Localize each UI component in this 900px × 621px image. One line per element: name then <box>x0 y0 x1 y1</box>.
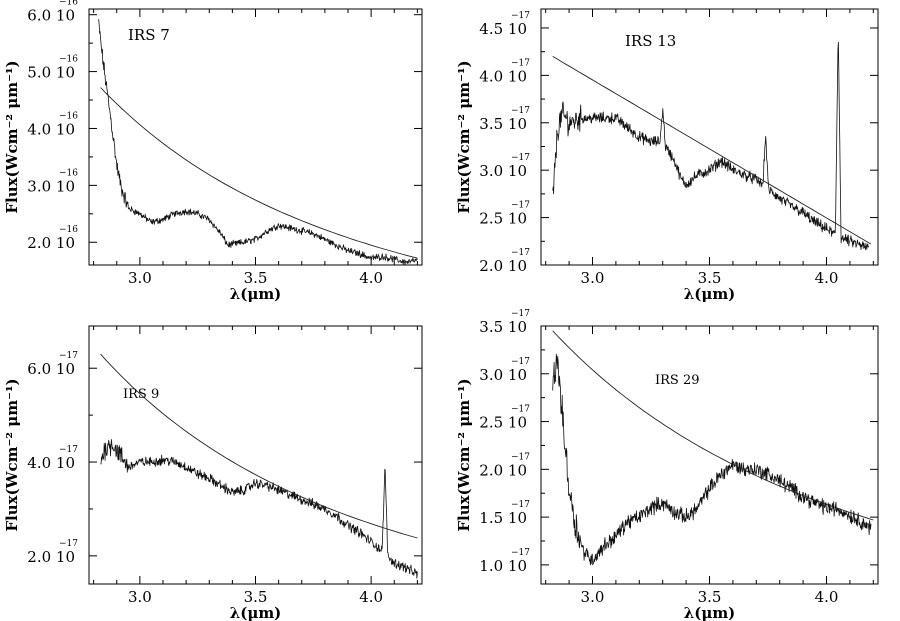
panel-irs29: IRS 29 3.0 3.5 4.01.0 10−171.5 10−172.0 10… <box>455 309 879 621</box>
x-axis-label: λ(μm) <box>684 604 736 621</box>
continuum-curve <box>100 353 418 539</box>
x-tick-label: 4.0 <box>815 269 839 287</box>
x-axis-label: λ(μm) <box>684 285 736 303</box>
y-tick-label: 4.5 10 <box>479 20 527 38</box>
y-tick-exponent: −16 <box>59 55 78 65</box>
panel-title: IRS 7 <box>128 26 170 44</box>
panel-irs13: IRS 13 3.0 3.5 4.02.0 10−172.5 10−173.0 10… <box>455 8 879 303</box>
x-axis-label: λ(μm) <box>230 604 282 621</box>
y-tick-exponent: −17 <box>511 248 530 258</box>
y-tick-exponent: −17 <box>511 11 530 21</box>
y-tick-exponent: −17 <box>511 452 530 462</box>
y-tick-exponent: −17 <box>511 405 530 415</box>
panel-irs9: IRS 9 3.0 3.5 4.02.0 10−174.0 10−176.0 10−… <box>3 325 423 621</box>
plot-frame <box>540 325 879 585</box>
y-tick-exponent: −17 <box>511 500 530 510</box>
x-tick-label: 3.0 <box>581 588 605 606</box>
y-tick-exponent: −16 <box>59 111 78 121</box>
y-tick-label: 2.0 10 <box>27 548 75 566</box>
x-axis-label: λ(μm) <box>230 285 282 303</box>
y-tick-label: 1.5 10 <box>479 509 527 527</box>
y-tick-label: 3.5 10 <box>479 318 527 336</box>
y-tick-label: 3.5 10 <box>479 115 527 133</box>
continuum-curve <box>100 87 418 259</box>
y-tick-exponent: −16 <box>59 168 78 178</box>
y-tick-label: 3.0 10 <box>479 366 527 384</box>
x-tick-label: 3.5 <box>698 588 722 606</box>
y-tick-exponent: −17 <box>511 357 530 367</box>
y-tick-exponent: −17 <box>59 351 78 361</box>
y-axis-label: Flux(Wcm⁻² μm⁻¹) <box>3 378 21 531</box>
y-tick-exponent: −16 <box>59 225 78 235</box>
plot-frame <box>88 8 423 266</box>
y-tick-exponent: −17 <box>511 153 530 163</box>
y-tick-exponent: −16 <box>59 0 78 8</box>
plot-frame <box>88 325 423 585</box>
x-tick-label: 3.0 <box>128 269 152 287</box>
y-tick-label: 1.0 10 <box>479 557 527 575</box>
y-tick-label: 3.0 10 <box>27 177 75 195</box>
x-tick-label: 4.0 <box>359 269 383 287</box>
y-tick-exponent: −17 <box>511 548 530 558</box>
x-tick-label: 3.5 <box>244 269 268 287</box>
panel-irs7: IRS 7 3.0 3.5 4.02.0 10−163.0 10−164.0 10−… <box>3 0 423 303</box>
y-tick-exponent: −17 <box>59 539 78 549</box>
y-tick-label: 2.0 10 <box>27 234 75 252</box>
y-tick-exponent: −17 <box>511 309 530 319</box>
y-tick-label: 2.5 10 <box>479 414 527 432</box>
x-tick-label: 4.0 <box>815 588 839 606</box>
y-tick-label: 4.0 10 <box>479 67 527 85</box>
spectrum-line <box>552 41 869 251</box>
x-tick-label: 3.5 <box>698 269 722 287</box>
y-axis-label: Flux(Wcm⁻² μm⁻¹) <box>455 60 473 213</box>
y-tick-label: 4.0 10 <box>27 454 75 472</box>
y-tick-exponent: −17 <box>511 58 530 68</box>
y-tick-label: 5.0 10 <box>27 64 75 82</box>
x-tick-label: 3.5 <box>244 588 268 606</box>
y-tick-exponent: −17 <box>59 445 78 455</box>
panel-title: IRS 13 <box>625 32 676 50</box>
y-tick-label: 2.5 10 <box>479 210 527 228</box>
x-tick-label: 4.0 <box>359 588 383 606</box>
continuum-curve <box>552 330 874 521</box>
y-tick-label: 4.0 10 <box>27 120 75 138</box>
y-axis-label: Flux(Wcm⁻² μm⁻¹) <box>455 378 473 531</box>
spectrum-line <box>98 19 418 266</box>
plot-frame <box>540 8 879 266</box>
y-tick-exponent: −17 <box>511 201 530 211</box>
spectrum-line <box>552 353 872 566</box>
panel-title: IRS 29 <box>655 373 700 388</box>
y-tick-label: 2.0 10 <box>479 461 527 479</box>
y-tick-label: 3.0 10 <box>479 162 527 180</box>
continuum-curve <box>552 56 872 245</box>
y-axis-label: Flux(Wcm⁻² μm⁻¹) <box>3 60 21 213</box>
x-tick-label: 3.0 <box>581 269 605 287</box>
y-tick-label: 6.0 10 <box>27 360 75 378</box>
spectrum-line <box>100 439 418 579</box>
y-tick-label: 6.0 10 <box>27 7 75 25</box>
y-tick-exponent: −17 <box>511 106 530 116</box>
x-tick-label: 3.0 <box>128 588 152 606</box>
y-tick-label: 2.0 10 <box>479 257 527 275</box>
